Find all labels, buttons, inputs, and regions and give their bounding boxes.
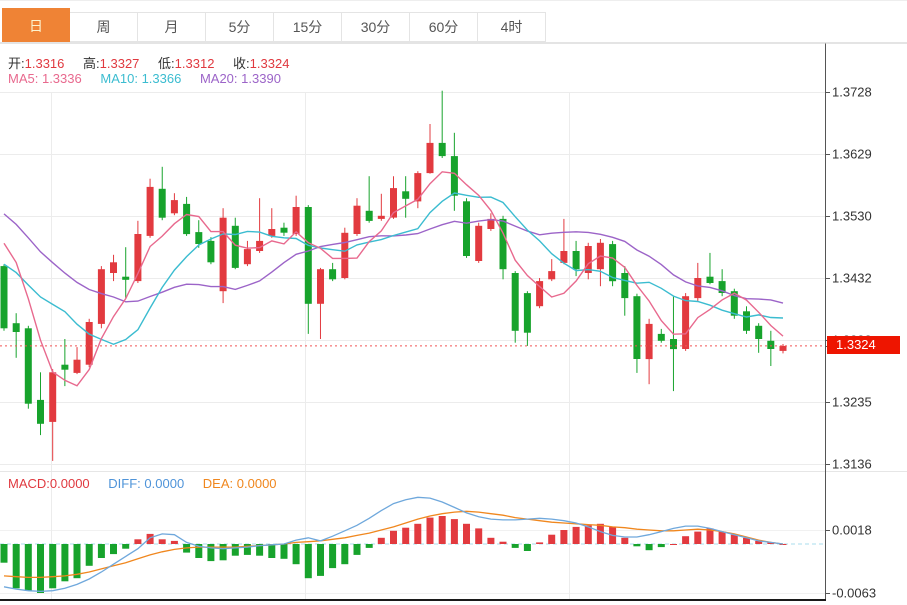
ohlc-close: 收:1.3324 <box>233 56 290 71</box>
ma5-value: MA5: 1.3336 <box>8 71 82 86</box>
ohlc-legend: 开:1.3316 高:1.3327 低:1.3312 收:1.3324 <box>8 53 304 72</box>
tab-week[interactable]: 周 <box>70 12 138 42</box>
price-tick-4: 1.3432 <box>832 270 872 286</box>
diff-line <box>3 496 784 593</box>
last-price-badge: 1.3324 <box>827 336 900 354</box>
price-tick-7: 1.3136 <box>832 456 872 472</box>
ma20-value: MA20: 1.3390 <box>199 71 281 86</box>
diff-value: DIFF: 0.0000 <box>108 476 185 491</box>
macd-tick-1: 0.0018 <box>832 522 872 538</box>
gridlines <box>0 43 907 599</box>
dea-value: DEA: 0.0000 <box>202 476 277 491</box>
tab-day[interactable]: 日 <box>2 8 70 42</box>
tab-month[interactable]: 月 <box>138 12 206 42</box>
price-tick-2: 1.3629 <box>832 146 872 162</box>
macd-tick-2: -0.0063 <box>832 585 877 601</box>
ohlc-high: 高:1.3327 <box>83 56 140 71</box>
price-tick-6: 1.3235 <box>832 394 872 410</box>
macd-legend: MACD:0.0000 DIFF: 0.0000 DEA: 0.0000 <box>8 476 292 491</box>
price-tick-3: 1.3530 <box>832 208 872 224</box>
timeframe-tabs: 日 周 月 5分 15分 30分 60分 4时 <box>0 3 907 43</box>
candles <box>0 90 787 461</box>
tab-15min[interactable]: 15分 <box>274 12 342 42</box>
tab-5min[interactable]: 5分 <box>206 12 274 42</box>
ohlc-low: 低:1.3312 <box>158 56 215 71</box>
price-tick-1: 1.3728 <box>832 84 872 100</box>
ma20-line <box>3 213 784 304</box>
ma10-value: MA10: 1.3366 <box>100 71 182 86</box>
macd-value: MACD:0.0000 <box>8 476 90 491</box>
ma-legend: MA5: 1.3336 MA10: 1.3366 MA20: 1.3390 <box>8 71 296 86</box>
tab-4hour[interactable]: 4时 <box>478 12 546 42</box>
ohlc-open: 开:1.3316 <box>8 56 65 71</box>
tab-30min[interactable]: 30分 <box>342 12 410 42</box>
tab-60min[interactable]: 60分 <box>410 12 478 42</box>
dea-line <box>3 510 784 579</box>
ma5-line <box>3 171 784 387</box>
ma10-line <box>3 192 784 346</box>
